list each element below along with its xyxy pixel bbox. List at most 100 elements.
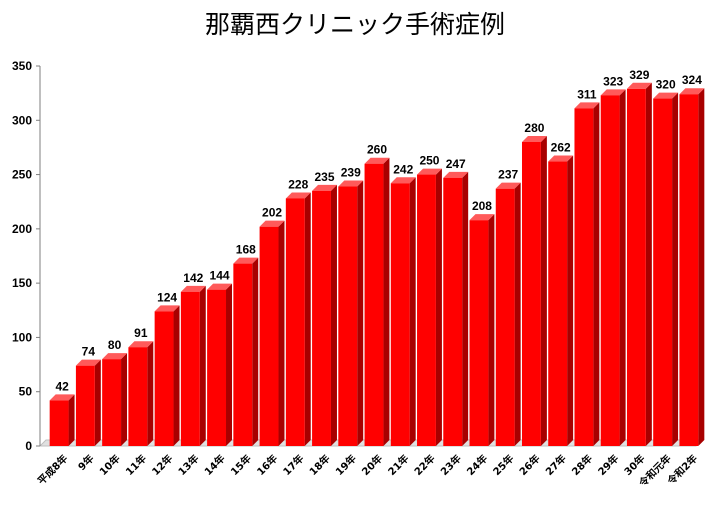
bar xyxy=(312,184,337,446)
data-label: 228 xyxy=(288,177,308,191)
data-label: 329 xyxy=(629,68,649,82)
bar-front xyxy=(128,347,148,446)
x-tick-label: 9年 xyxy=(75,452,96,473)
data-label: 42 xyxy=(55,379,69,393)
bar-front xyxy=(154,311,174,446)
bar xyxy=(548,155,574,447)
data-label: 142 xyxy=(183,271,203,285)
data-label: 242 xyxy=(393,162,413,176)
x-tick-label: 28年 xyxy=(569,452,595,478)
bar-side xyxy=(435,168,442,447)
x-tick-label: 30年 xyxy=(621,452,647,478)
x-tick-label: 19年 xyxy=(333,452,359,478)
data-label: 168 xyxy=(236,243,256,257)
bar-top xyxy=(600,89,626,96)
bar-side xyxy=(619,89,626,447)
bar-top xyxy=(154,305,180,312)
bar-top xyxy=(207,283,233,290)
bar xyxy=(233,257,259,446)
x-tick-label: 27年 xyxy=(543,452,569,478)
bar xyxy=(443,171,469,447)
bar xyxy=(574,102,600,446)
x-tick-label: 22年 xyxy=(411,452,437,478)
bar-front xyxy=(653,98,673,447)
bar-front xyxy=(495,188,515,446)
data-label: 202 xyxy=(262,206,282,220)
bar-front xyxy=(626,88,646,447)
bar-front xyxy=(259,226,279,446)
bar-side xyxy=(672,92,679,447)
data-label: 280 xyxy=(524,121,544,135)
bar-side xyxy=(226,283,233,446)
bar-top xyxy=(128,341,154,348)
y-tick-label: 150 xyxy=(12,276,32,290)
bar-front xyxy=(75,365,95,446)
bar-top xyxy=(417,168,442,175)
bar-top xyxy=(626,82,652,89)
data-label: 124 xyxy=(157,290,177,304)
x-tick-label: 10年 xyxy=(97,452,123,478)
x-tick-label: 14年 xyxy=(202,452,228,478)
bar-side xyxy=(383,157,390,446)
y-tick-label: 250 xyxy=(12,168,32,182)
x-tick-label: 20年 xyxy=(359,452,385,478)
bar-top xyxy=(469,214,495,221)
bar-side xyxy=(698,88,705,446)
bar xyxy=(75,359,101,446)
y-tick-label: 200 xyxy=(12,222,32,236)
bar-top xyxy=(653,92,679,99)
bar-top xyxy=(338,180,364,187)
y-tick-label: 350 xyxy=(12,59,32,73)
bar xyxy=(259,220,285,446)
bar xyxy=(102,353,128,446)
bar-front xyxy=(207,289,227,446)
bar-front xyxy=(600,95,620,447)
x-tick-label: 25年 xyxy=(490,452,516,478)
data-label: 208 xyxy=(472,199,492,213)
bar-side xyxy=(593,102,600,446)
bar-front xyxy=(312,190,331,446)
bar-front xyxy=(102,359,122,446)
data-label: 235 xyxy=(315,170,335,184)
bar-front xyxy=(443,177,463,447)
bar xyxy=(521,136,547,446)
bar-top xyxy=(679,88,705,95)
bar xyxy=(626,82,652,447)
data-label: 324 xyxy=(682,73,702,87)
bar xyxy=(600,89,626,447)
bar-top xyxy=(443,171,469,178)
x-tick-label: 21年 xyxy=(385,452,411,478)
bar-side xyxy=(199,285,206,446)
bar xyxy=(285,192,311,446)
bar-front xyxy=(521,142,541,446)
bar-top xyxy=(75,359,101,366)
bar xyxy=(364,157,390,446)
bar xyxy=(495,182,521,446)
bar-front xyxy=(364,163,384,446)
y-tick-label: 100 xyxy=(12,330,32,344)
bar xyxy=(128,341,154,446)
bar-side xyxy=(540,136,547,446)
bar-front xyxy=(233,263,253,446)
bar-top xyxy=(390,177,416,184)
bar-side xyxy=(173,305,180,446)
x-tick-label: 18年 xyxy=(306,452,332,478)
data-label: 262 xyxy=(551,141,571,155)
bar xyxy=(49,394,75,446)
y-tick-label: 50 xyxy=(19,385,33,399)
bar-front xyxy=(548,161,568,447)
bar-side xyxy=(330,184,337,446)
x-tick-label: 15年 xyxy=(228,452,254,478)
x-tick-label: 26年 xyxy=(516,452,542,478)
data-label: 250 xyxy=(419,154,439,168)
bar-front xyxy=(574,108,594,446)
bar xyxy=(653,92,679,447)
bar-front xyxy=(390,183,410,446)
bar-top xyxy=(233,257,259,264)
data-label: 311 xyxy=(577,87,597,101)
bar-top xyxy=(521,136,547,142)
y-tick-label: 300 xyxy=(12,113,32,127)
y-tick-label: 0 xyxy=(25,439,32,453)
data-label: 260 xyxy=(367,143,387,157)
x-tick-label: 平成8年 xyxy=(35,452,70,487)
